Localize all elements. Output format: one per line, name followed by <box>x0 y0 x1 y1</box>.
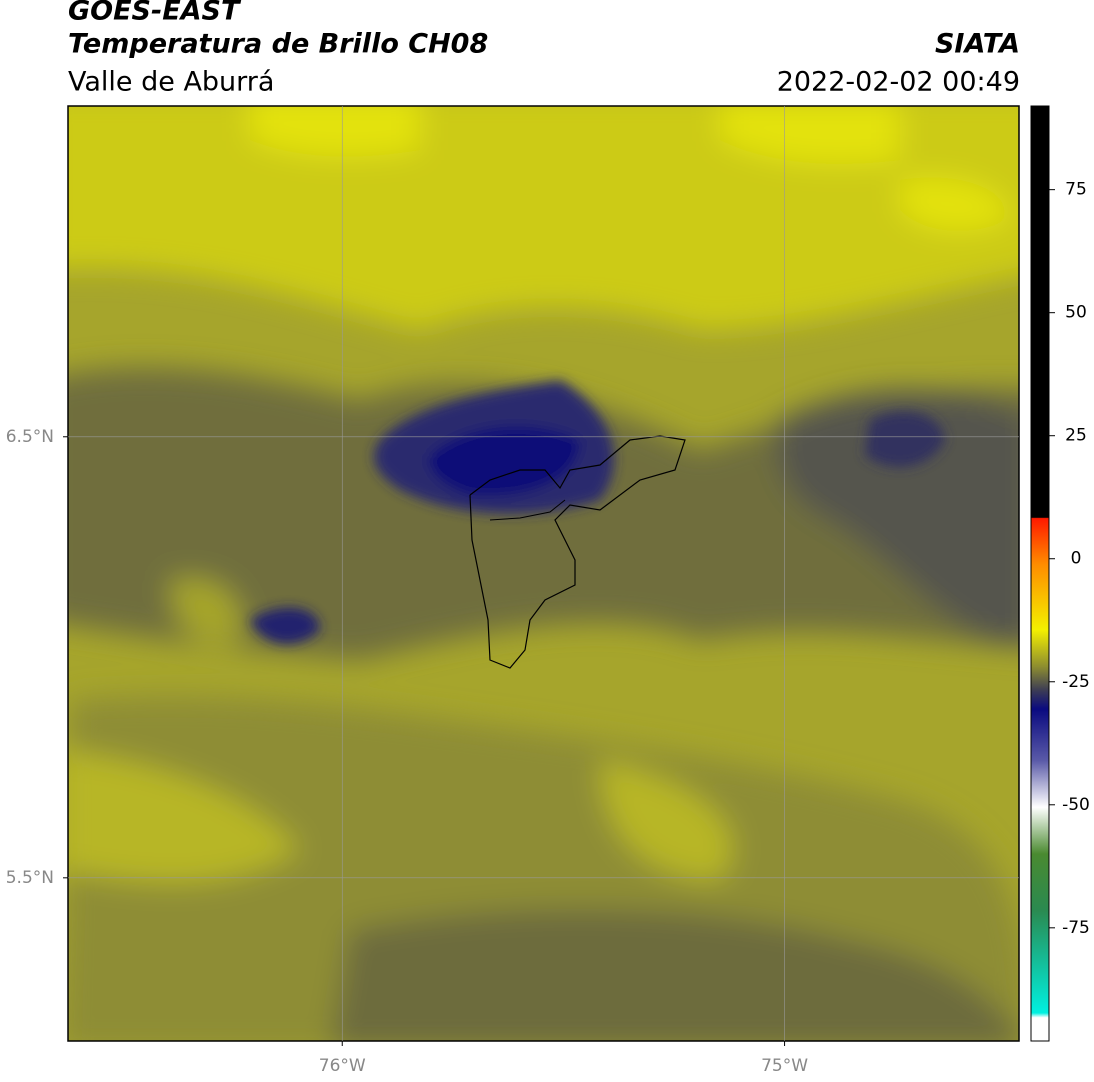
datetime: 2022-02-02 00:49 <box>777 67 1020 98</box>
region: Valle de Aburrá <box>68 67 274 98</box>
colorbar-tick-label: 0 <box>1071 549 1082 569</box>
municipal-boundaries-inner <box>489 499 566 521</box>
lat-tick-label: 5.5°N <box>6 868 54 888</box>
satellite-image <box>68 106 1019 1041</box>
colorbar <box>1030 105 1050 1042</box>
source: SIATA <box>935 29 1020 60</box>
colorbar-tick-label: -75 <box>1062 918 1090 938</box>
subtitle: Temperatura de Brillo CH08 <box>68 29 488 60</box>
map-frame <box>67 105 1020 1042</box>
title: GOES-EAST <box>68 0 242 27</box>
colorbar-tick-label: 25 <box>1065 426 1087 446</box>
colorbar-tick-label: 75 <box>1065 180 1087 200</box>
colorbar-tick-label: -50 <box>1062 795 1090 815</box>
colorbar-tick-label: 50 <box>1065 303 1087 323</box>
lon-tick-label: 76°W <box>319 1056 366 1076</box>
lon-tick-label: 75°W <box>761 1056 808 1076</box>
lat-tick-label: 6.5°N <box>6 427 54 447</box>
colorbar-tick-label: -25 <box>1062 672 1090 692</box>
municipal-boundaries <box>469 435 686 669</box>
